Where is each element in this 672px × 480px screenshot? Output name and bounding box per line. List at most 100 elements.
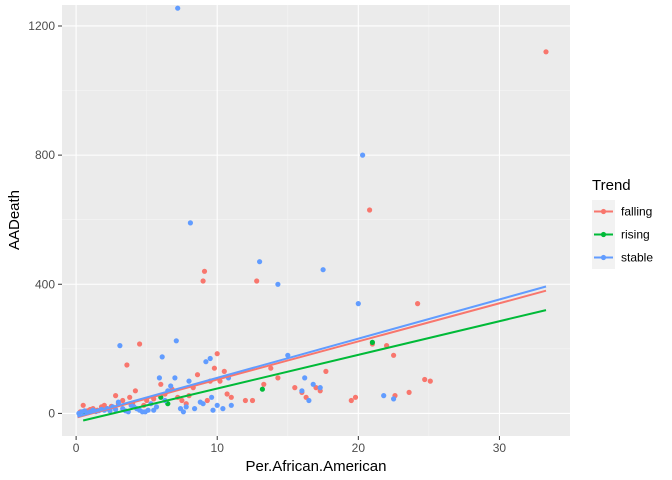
point-stable bbox=[156, 375, 162, 381]
x-tick-label: 30 bbox=[493, 441, 507, 455]
point-falling bbox=[201, 268, 208, 274]
x-axis-ticks: 0 10 20 30 bbox=[73, 436, 507, 455]
legend-point-stable bbox=[600, 254, 607, 261]
point-stable bbox=[220, 406, 226, 412]
point-stable bbox=[310, 381, 316, 387]
point-stable bbox=[168, 383, 174, 389]
y-tick-label: 0 bbox=[48, 406, 55, 420]
point-falling bbox=[124, 362, 130, 368]
point-stable bbox=[320, 267, 326, 273]
point-stable bbox=[210, 407, 216, 413]
point-falling bbox=[348, 397, 354, 404]
point-stable bbox=[180, 409, 186, 415]
point-falling bbox=[323, 368, 329, 374]
point-rising bbox=[369, 339, 375, 345]
y-tick-label: 400 bbox=[35, 277, 55, 291]
point-falling bbox=[254, 278, 260, 284]
legend-label-rising: rising bbox=[621, 228, 650, 242]
legend-label-falling: falling bbox=[621, 205, 652, 219]
point-falling bbox=[391, 352, 397, 358]
point-stable bbox=[214, 402, 220, 408]
point-falling bbox=[221, 368, 227, 374]
y-tick-label: 800 bbox=[35, 148, 55, 162]
fit-line-rising bbox=[82, 309, 547, 422]
x-tick-label: 10 bbox=[211, 441, 225, 455]
point-falling bbox=[415, 301, 421, 307]
point-falling bbox=[543, 49, 549, 55]
point-falling bbox=[422, 376, 428, 383]
point-stable bbox=[207, 355, 213, 362]
point-stable bbox=[203, 359, 209, 365]
point-stable bbox=[172, 375, 178, 381]
point-falling bbox=[158, 381, 164, 387]
point-rising bbox=[259, 386, 265, 392]
point-falling bbox=[137, 341, 143, 347]
legend-label-stable: stable bbox=[621, 251, 653, 265]
point-falling bbox=[120, 397, 126, 404]
point-stable bbox=[186, 378, 192, 384]
fit-line-falling bbox=[77, 289, 547, 419]
point-falling bbox=[242, 397, 248, 404]
point-stable bbox=[153, 404, 160, 410]
point-falling bbox=[249, 397, 256, 404]
point-falling bbox=[194, 372, 201, 378]
point-falling bbox=[179, 397, 185, 404]
point-falling bbox=[352, 394, 359, 400]
point-falling bbox=[127, 394, 133, 400]
fit-lines bbox=[77, 285, 547, 422]
point-falling bbox=[228, 394, 234, 400]
legend: Trend falling rising stable bbox=[592, 177, 653, 269]
point-stable bbox=[173, 338, 179, 344]
point-falling bbox=[80, 402, 86, 408]
point-falling bbox=[113, 393, 119, 399]
point-stable bbox=[257, 259, 263, 265]
point-stable bbox=[391, 396, 397, 402]
y-axis-title: AADeath bbox=[6, 190, 23, 250]
legend-point-falling bbox=[600, 208, 607, 215]
point-stable bbox=[175, 5, 181, 11]
point-stable bbox=[115, 399, 121, 405]
y-axis-ticks: 0 400 800 1200 bbox=[28, 19, 62, 420]
point-stable bbox=[183, 404, 189, 410]
fit-line-stable bbox=[77, 285, 547, 418]
point-stable bbox=[228, 402, 234, 408]
point-stable bbox=[302, 375, 308, 381]
point-stable bbox=[381, 393, 387, 399]
plot-panel bbox=[62, 5, 570, 436]
data-points bbox=[76, 5, 549, 416]
y-tick-label: 1200 bbox=[28, 19, 55, 33]
point-stable bbox=[159, 354, 165, 360]
legend-point-rising bbox=[600, 231, 607, 238]
point-stable bbox=[285, 352, 291, 358]
point-stable bbox=[117, 343, 123, 349]
point-falling bbox=[132, 388, 138, 394]
point-stable bbox=[355, 301, 361, 307]
point-falling bbox=[427, 378, 433, 384]
point-falling bbox=[211, 365, 217, 371]
legend-title: Trend bbox=[592, 177, 631, 194]
point-falling bbox=[268, 365, 274, 371]
point-falling bbox=[200, 278, 206, 284]
point-stable bbox=[200, 401, 206, 407]
x-tick-label: 0 bbox=[73, 441, 80, 455]
x-axis-title: Per.African.American bbox=[246, 458, 387, 475]
point-falling bbox=[275, 375, 281, 381]
point-falling bbox=[406, 389, 412, 395]
point-stable bbox=[145, 407, 151, 413]
point-falling bbox=[204, 397, 210, 404]
point-falling bbox=[224, 391, 230, 397]
point-falling bbox=[214, 351, 220, 357]
point-stable bbox=[299, 388, 305, 394]
point-stable bbox=[306, 397, 312, 404]
point-stable bbox=[275, 281, 281, 287]
point-falling bbox=[261, 381, 267, 387]
point-falling bbox=[367, 207, 373, 213]
point-stable bbox=[317, 385, 323, 391]
point-stable bbox=[209, 394, 215, 400]
point-stable bbox=[192, 406, 198, 412]
x-tick-label: 20 bbox=[352, 441, 366, 455]
point-stable bbox=[187, 220, 193, 226]
point-falling bbox=[292, 385, 298, 391]
point-stable bbox=[360, 152, 366, 158]
